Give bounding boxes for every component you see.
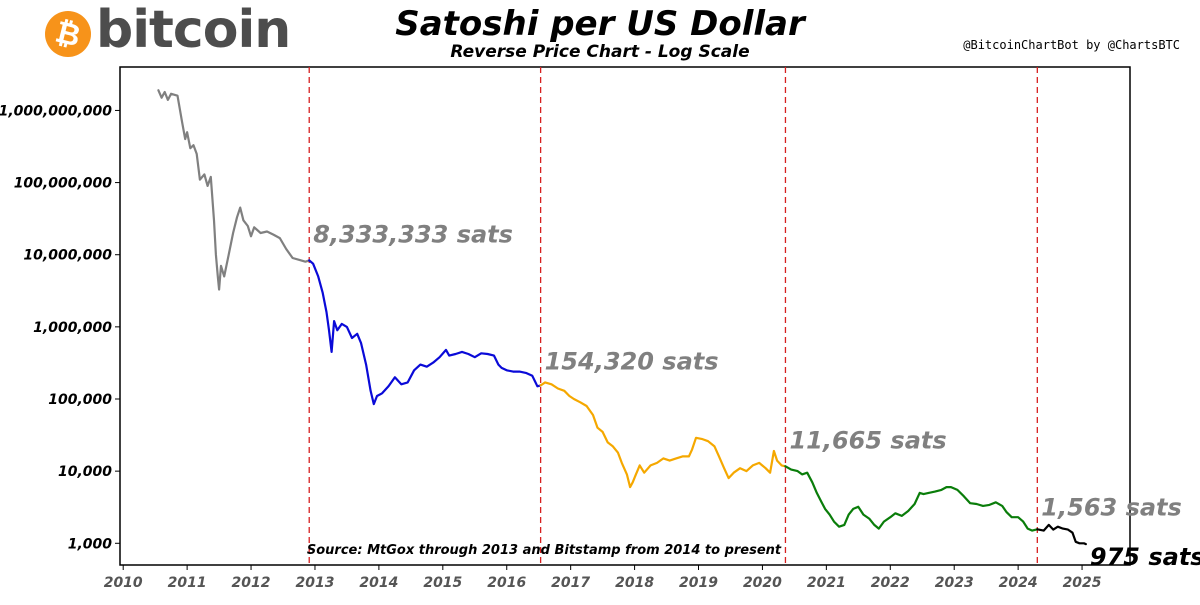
- bitcoin-coin-circle: [45, 11, 91, 57]
- x-tick-label-2015: 2015: [423, 575, 462, 591]
- series-halving-1-to-2: [308, 259, 542, 406]
- bitcoin-coin-icon: ₿: [45, 11, 91, 57]
- x-tick-label-2012: 2012: [232, 575, 271, 591]
- x-tick-label-2020: 2020: [743, 575, 782, 591]
- series-post-halving-4: [1036, 523, 1087, 546]
- plot-area: [119, 66, 1131, 566]
- x-tick-label-2018: 2018: [615, 575, 654, 591]
- y-tick-label-100000: 100,000: [48, 392, 112, 408]
- x-tick-label-2013: 2013: [295, 575, 334, 591]
- annotation-label-2: 154,320 sats: [545, 347, 719, 375]
- series-halving-2-to-3: [539, 381, 787, 489]
- y-tick-label-1000: 1,000: [68, 536, 113, 552]
- y-tick-label-100000000: 100,000,000: [14, 176, 113, 192]
- x-tick-label-2025: 2025: [1063, 575, 1102, 591]
- x-axis: 2010 2011 2012 2013 2014 2015 2016 2017 2018 2019…: [104, 565, 1102, 591]
- chart-subtitle: Reverse Price Chart - Log Scale: [450, 42, 750, 62]
- x-tick-label-2017: 2017: [551, 575, 590, 591]
- annotation-label-1: 8,333,333 sats: [313, 220, 513, 248]
- series-pre-halving-1: [157, 89, 311, 291]
- y-tick-label-1000000: 1,000,000: [33, 320, 112, 336]
- x-tick-label-2022: 2022: [871, 575, 910, 591]
- x-tick-label-2011: 2011: [168, 575, 207, 591]
- credit-text: @BitcoinChartBot by @ChartsBTC: [963, 38, 1180, 52]
- y-tick-label-1000000000: 1,000,000,000: [0, 103, 112, 119]
- x-tick-label-2010: 2010: [104, 575, 143, 591]
- annotation-label-3: 11,665 sats: [789, 426, 946, 454]
- x-tick-label-2021: 2021: [807, 575, 846, 591]
- series-lines: [157, 89, 1087, 546]
- y-tick-label-10000: 10,000: [58, 464, 112, 480]
- annotation-label-5: 975 sats: [1090, 543, 1200, 571]
- x-tick-label-2014: 2014: [359, 575, 398, 591]
- halving-lines: [308, 67, 1038, 565]
- x-tick-label-2019: 2019: [679, 575, 718, 591]
- source-note: Source: MtGox through 2013 and Bitstamp …: [307, 543, 782, 558]
- y-axis: 1,000 10,000 100,000 1,000,000 10,000,000 100…: [0, 103, 120, 552]
- chart-title: Satoshi per US Dollar: [395, 4, 805, 44]
- series-halving-3-to-4: [784, 465, 1039, 532]
- x-tick-label-2023: 2023: [935, 575, 974, 591]
- y-tick-label-10000000: 10,000,000: [23, 248, 112, 264]
- annotations: 8,333,333 sats 154,320 sats 11,665 sats 1,5…: [313, 220, 1200, 571]
- x-tick-label-2024: 2024: [999, 575, 1038, 591]
- annotation-label-4: 1,563 sats: [1041, 493, 1182, 521]
- x-tick-label-2016: 2016: [487, 575, 526, 591]
- bitcoin-logo: ₿ bitcoin: [44, 0, 291, 62]
- bitcoin-wordmark: bitcoin: [96, 0, 291, 60]
